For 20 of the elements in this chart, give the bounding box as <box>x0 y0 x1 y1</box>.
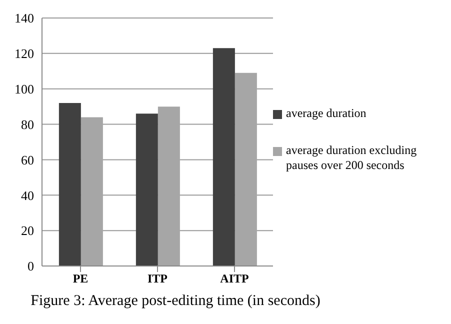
bar <box>58 103 81 266</box>
x-tick-label: ITP <box>147 272 168 286</box>
y-tick-label: 100 <box>14 81 34 96</box>
bar <box>136 114 158 266</box>
bar <box>212 48 235 266</box>
x-tick-label: PE <box>72 272 88 286</box>
bar <box>234 72 257 266</box>
y-tick-label: 80 <box>21 116 34 132</box>
y-tick-label: 60 <box>21 152 34 168</box>
y-tick-label: 140 <box>14 10 34 26</box>
bar <box>80 117 103 266</box>
y-tick-label: 0 <box>28 258 34 274</box>
caption: Figure 3: Average post-editing time (in seconds) <box>30 293 322 310</box>
legend-label: average duration <box>286 106 368 121</box>
bar <box>158 106 180 266</box>
y-tick-label: 120 <box>14 46 34 62</box>
legend-label: average duration excluding pauses over 200 seconds <box>286 143 418 173</box>
y-tick-label: 40 <box>21 188 34 203</box>
y-tick-label: 20 <box>21 223 34 238</box>
x-tick-label: AITP <box>220 272 249 286</box>
